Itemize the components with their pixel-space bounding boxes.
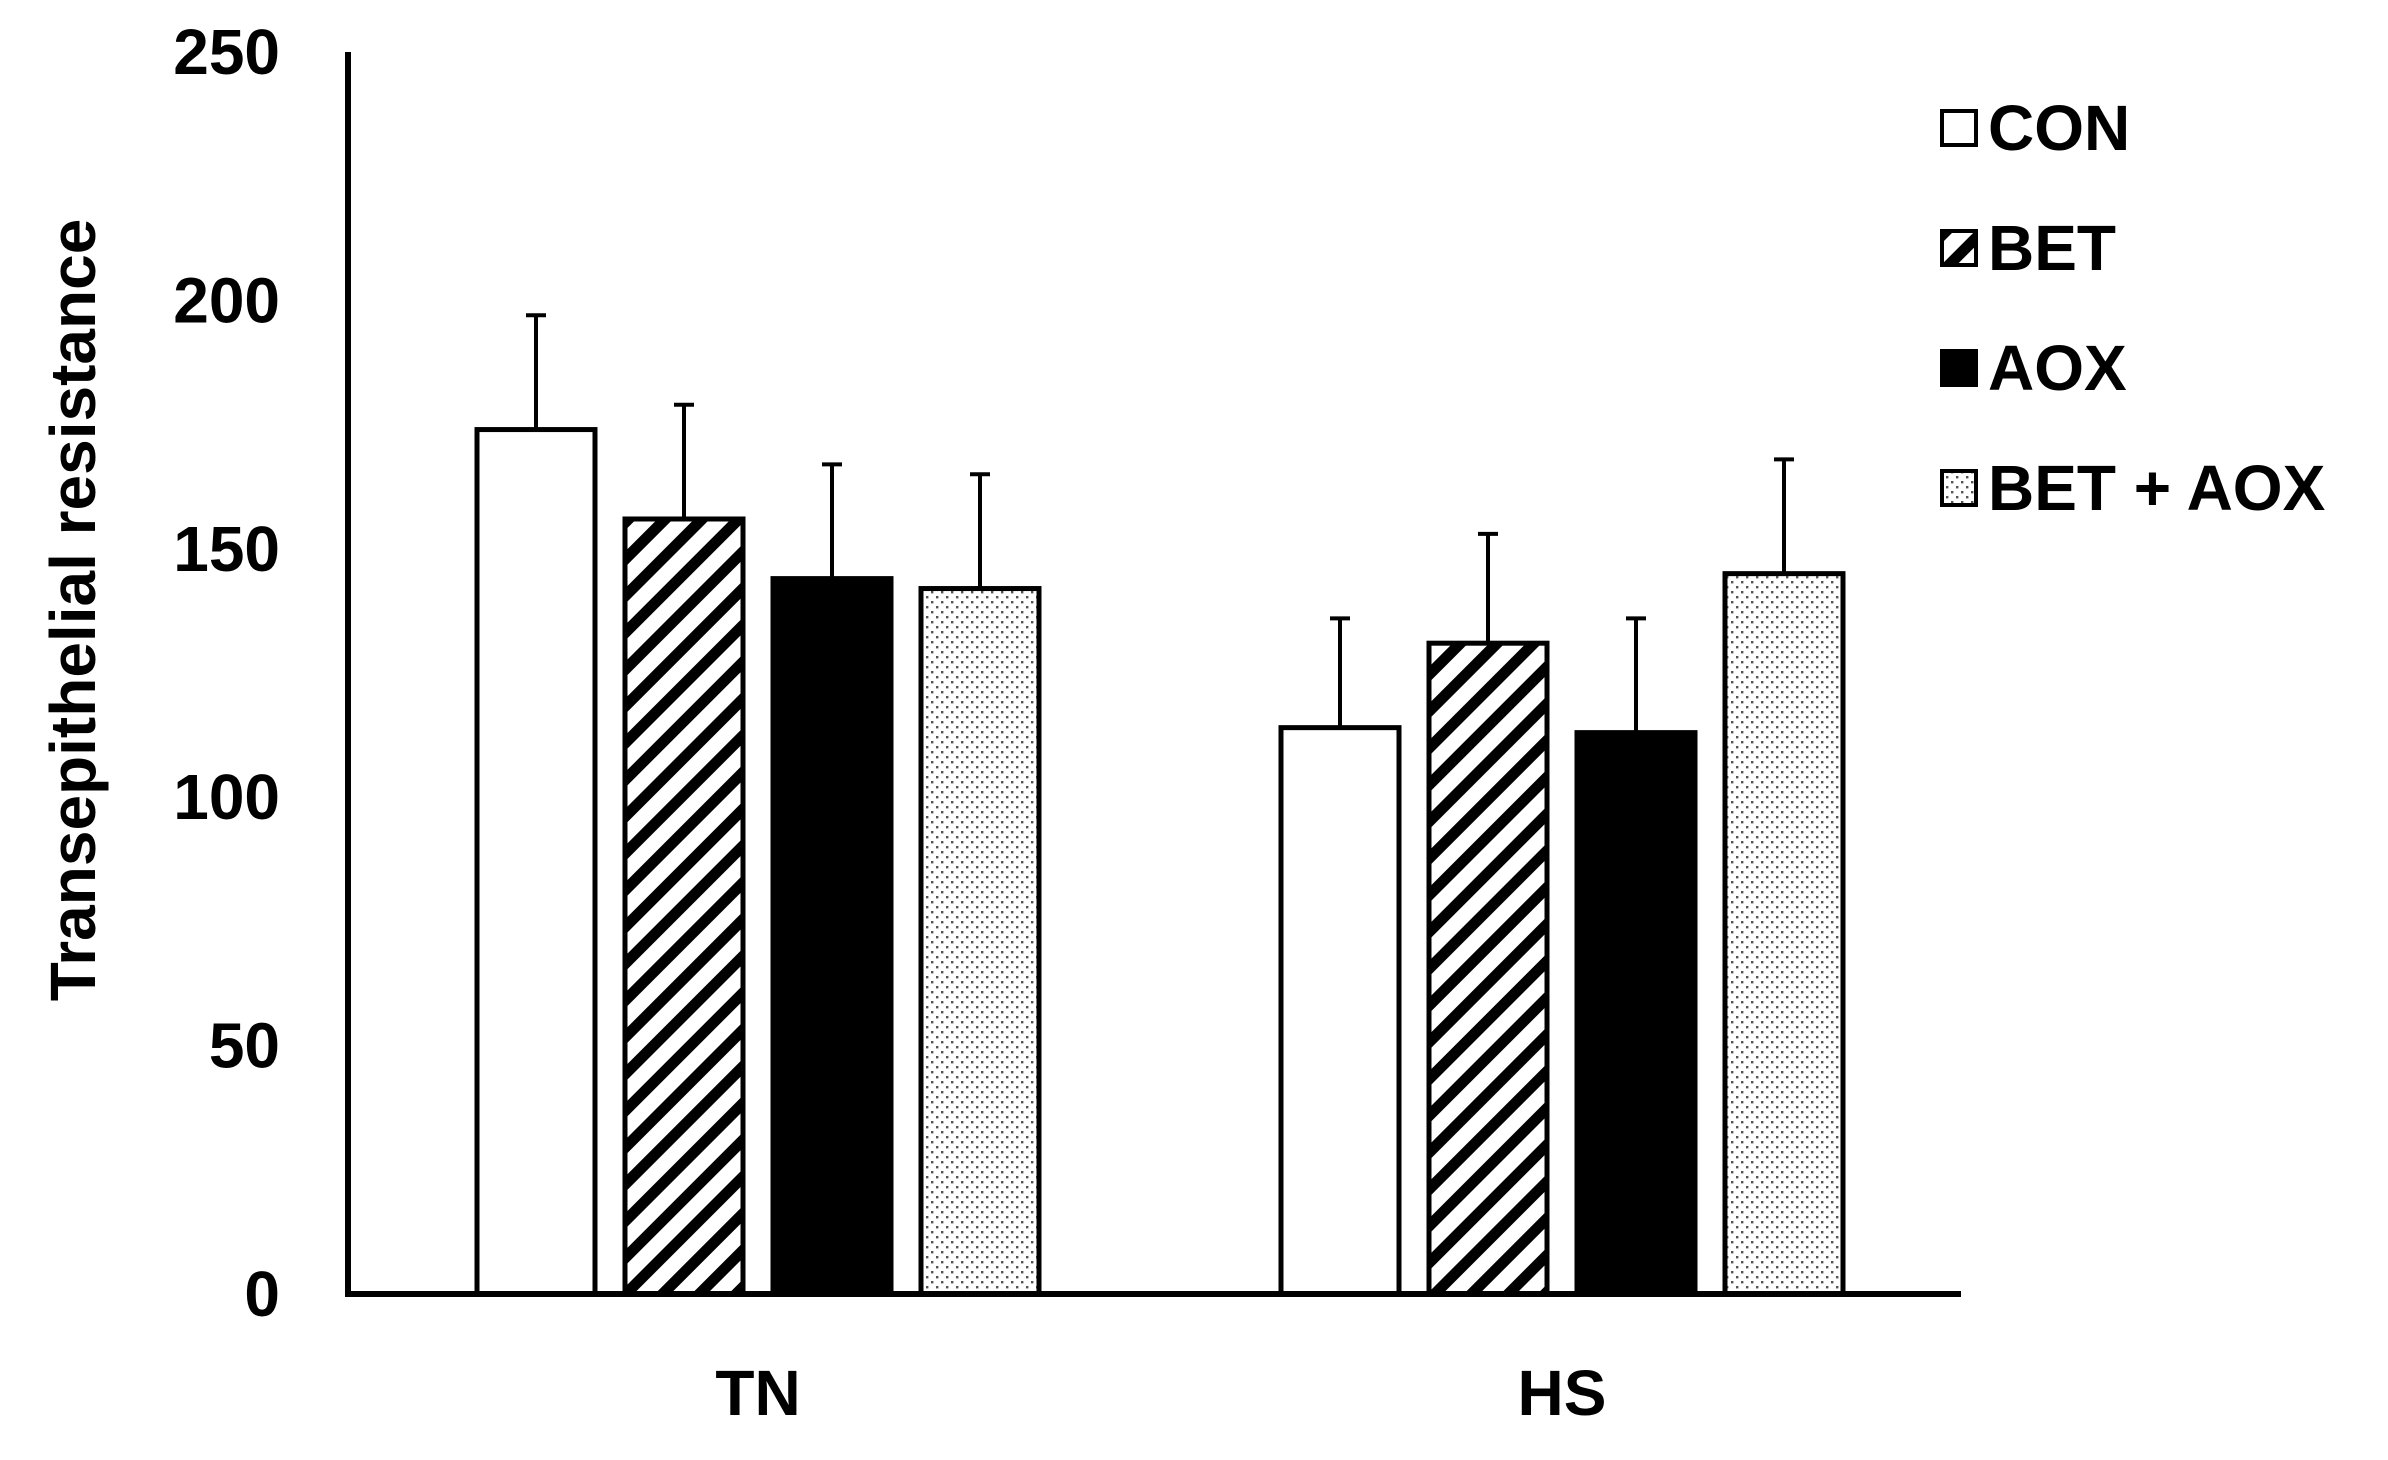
legend-label: BET + AOX <box>1988 452 2326 524</box>
legend-swatch <box>1940 229 1978 267</box>
y-tick-label: 200 <box>173 264 280 336</box>
bar <box>1574 730 1698 1297</box>
y-tick-label: 50 <box>209 1010 280 1082</box>
y-tick-label: 250 <box>173 16 280 88</box>
category-label: TN <box>715 1357 800 1429</box>
y-tick-label: 100 <box>173 761 280 833</box>
category-label: HS <box>1518 1357 1607 1429</box>
y-tick-labels: 0 50 100 150 200 250 <box>173 16 280 1330</box>
y-tick-label: 0 <box>244 1258 280 1330</box>
legend-label: AOX <box>1988 332 2127 404</box>
legend-swatch <box>1940 469 1978 507</box>
legend-label: CON <box>1988 92 2130 164</box>
legend: CON BET AOX BET + AOX <box>1940 92 2326 524</box>
legend-swatch <box>1940 349 1978 387</box>
bar <box>474 427 598 1297</box>
bar <box>1426 640 1550 1297</box>
bar <box>1722 571 1846 1297</box>
y-axis-title: Transepithelial resistance <box>37 219 109 1002</box>
legend-swatch <box>1940 109 1978 147</box>
bar <box>918 586 1042 1297</box>
bar <box>770 576 894 1297</box>
category-labels: TN HS <box>715 1357 1606 1429</box>
bar <box>622 516 746 1297</box>
y-tick-label: 150 <box>173 513 280 585</box>
error-bars <box>526 313 1794 733</box>
bars <box>474 427 1846 1297</box>
legend-label: BET <box>1988 212 2116 284</box>
bar <box>1278 725 1402 1297</box>
